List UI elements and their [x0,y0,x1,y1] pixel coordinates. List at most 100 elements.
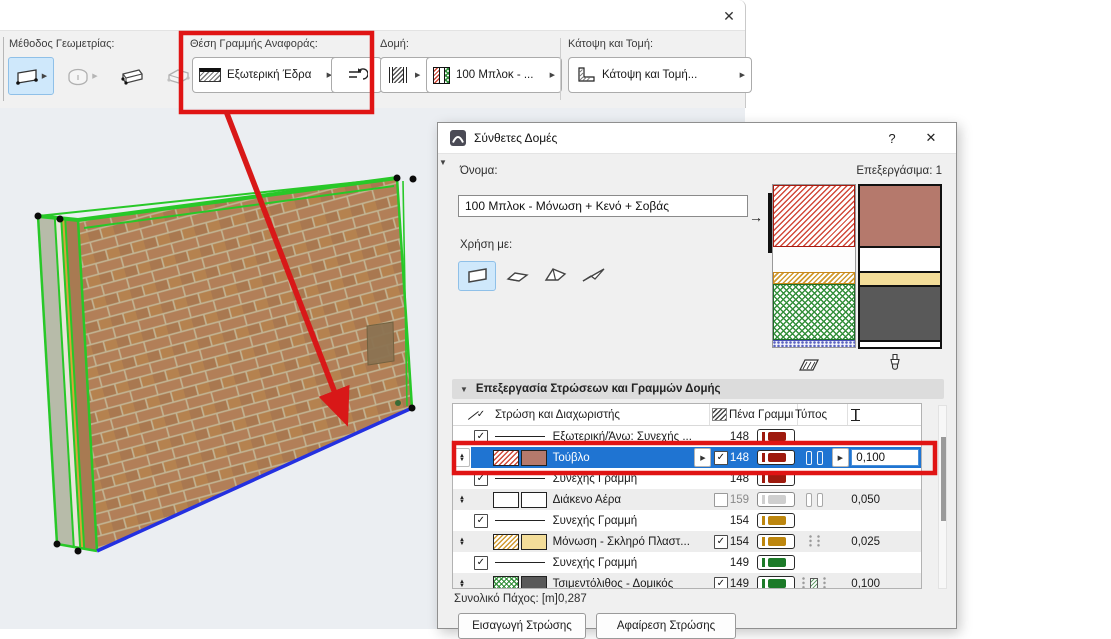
row-checkbox[interactable]: ✓ [473,471,488,486]
table-row-skin[interactable]: ▲ ▼ Τσιμεντόλιθος - Δομικός ✓ 149 0,100 [453,573,921,589]
table-row-separator[interactable]: ✓ Συνεχής Γραμμή 148 [453,468,921,489]
table-row-skin[interactable]: ▲ ▼ Διάκενο Αέρα 159 0,050 [453,489,921,510]
pen-color-swatch[interactable] [756,513,795,528]
refline-dropdown[interactable]: Εξωτερική Έδρα ▶ [192,57,339,93]
pen-color-swatch[interactable] [756,492,795,507]
pen-color-swatch[interactable] [756,555,795,570]
composite-dropdown[interactable]: 100 Μπλοκ - ... ▶ [426,57,562,93]
row-checkbox[interactable]: ✓ [713,450,728,465]
archicad-app-icon [450,130,466,146]
skin-name: Διάκενο Αέρα [552,493,622,506]
roof-icon [544,268,567,281]
table-row-separator[interactable]: ✓ Συνεχής Γραμμή 149 [453,552,921,573]
material-popup-button[interactable]: ▶ [694,448,712,467]
separator-name: Εξωτερική/Άνω: Συνεχής ... [552,430,692,443]
pen-number: 154 [729,535,749,548]
checkall-icon[interactable]: ✓ [471,409,491,420]
flip-refline-button[interactable] [331,57,382,93]
composite-name-input[interactable] [458,195,748,217]
plansection-label: Κάτοψη και Τομή: [568,38,654,50]
structure-type-button[interactable]: ▶ [380,57,434,93]
pen-color-swatch[interactable] [756,429,795,444]
surface-swatch[interactable] [520,533,547,550]
cut-fill-swatch[interactable] [492,491,519,508]
name-label: Όνομα: [460,165,498,177]
line-type-icon [802,577,806,588]
use-with-wall-button[interactable] [458,261,496,291]
pen-color-swatch[interactable] [756,534,795,549]
pen-color-swatch[interactable] [756,450,795,465]
refline-position-icon [199,68,221,82]
panel-collapse-icon[interactable]: ▼ [439,158,447,167]
pen-color-swatch[interactable] [756,576,795,588]
preview-fill-column[interactable] [772,184,856,348]
skins-section-header[interactable]: ▼ Επεξεργασία Στρώσεων και Γραμμών Δομής [452,379,944,399]
table-row-separator[interactable]: ✓ Συνεχής Γραμμή 154 [453,510,921,531]
scrollbar-thumb[interactable] [941,437,946,521]
line-type-icon [816,535,820,548]
editable-count-label: Επεξεργάσιμα: 1 [856,165,942,177]
table-scrollbar[interactable] [938,405,947,589]
wall-icon [467,268,487,283]
surface-swatch[interactable] [520,491,547,508]
section-divider [3,37,4,101]
geometry-straight-wall-button[interactable]: ▶ [8,57,54,95]
column-type-header[interactable]: Τύπος [795,408,828,421]
polywall-icon [167,68,190,84]
column-skin-header[interactable]: Στρώση και Διαχωριστής [495,408,620,421]
row-checkbox[interactable]: ✓ [473,429,488,444]
row-checkbox[interactable]: ✓ [473,555,488,570]
thickness-value: 0,025 [851,535,881,548]
cut-fill-swatch[interactable] [492,449,519,466]
dropdown-caret-icon: ▶ [549,71,555,79]
flip-icon [348,68,368,80]
row-checkbox[interactable]: ✓ [713,576,728,588]
surface-swatch[interactable] [520,449,547,466]
table-row-skin-selected[interactable]: ▲ ▼ Τούβλο ▶ ✓ 148 ▶ 0,100 [453,447,921,468]
cut-fill-swatch[interactable] [492,533,519,550]
surface-airgap [860,248,940,273]
composite-value: 100 Μπλοκ - ... [456,69,534,81]
row-drag-handle[interactable]: ▲ ▼ [453,490,470,509]
triangle-down-icon: ▼ [458,498,465,505]
wall-end-concrete [38,216,74,547]
cut-fill-swatch[interactable] [492,575,519,588]
type-popup-button[interactable]: ▶ [831,448,849,467]
geometry-chained-wall-button[interactable] [110,57,154,95]
layer-block-hatch [773,284,855,340]
row-drag-handle[interactable]: ▲ ▼ [453,532,470,551]
surface-swatch[interactable] [520,575,547,588]
toolbar-close-button[interactable]: ✕ [716,5,742,28]
column-pen-header[interactable]: Πένα Γραμμι [729,408,794,421]
dialog-close-button[interactable]: ✕ [920,127,942,149]
use-with-roof-button[interactable] [538,261,574,289]
refline-label: Θέση Γραμμής Αναφοράς: [190,38,318,50]
insert-skin-button[interactable]: Εισαγωγή Στρώσης [458,613,586,639]
row-checkbox[interactable]: ✓ [473,513,488,528]
flyout-caret-icon: ▶ [92,72,98,80]
plansection-dropdown[interactable]: Κάτοψη και Τομή... ▶ [568,57,752,93]
pen-number: 148 [729,472,749,485]
selection-nodes[interactable] [34,174,417,555]
table-row-skin[interactable]: ▲ ▼ Μόνωση - Σκληρό Πλαστ... ✓ 154 0,025 [453,531,921,552]
use-with-slab-button[interactable] [500,263,536,291]
line-type-icon [805,450,812,465]
geometry-curved-wall-button[interactable]: ▶ [58,57,106,95]
pen-color-swatch[interactable] [756,471,795,486]
preview-surface-column[interactable] [858,184,942,349]
wall-front-face[interactable] [78,178,412,551]
row-checkbox[interactable]: ✓ [713,534,728,549]
dialog-titlebar[interactable] [438,123,956,154]
thickness-field[interactable]: 0,100 [851,449,920,466]
wall-reference-line[interactable] [96,406,413,553]
curved-wall-icon [68,68,88,86]
row-drag-handle[interactable]: ▲ ▼ [453,448,471,467]
refline-value: Εξωτερική Έδρα [227,69,312,81]
use-with-shell-button[interactable] [576,261,612,289]
remove-skin-button[interactable]: Αφαίρεση Στρώσης [596,613,736,639]
table-row-separator[interactable]: ✓ Εξωτερική/Άνω: Συνεχής ... 148 [453,426,921,447]
row-drag-handle[interactable]: ▲ ▼ [453,574,470,589]
row-checkbox[interactable] [713,492,728,507]
help-button[interactable]: ? [881,127,903,149]
